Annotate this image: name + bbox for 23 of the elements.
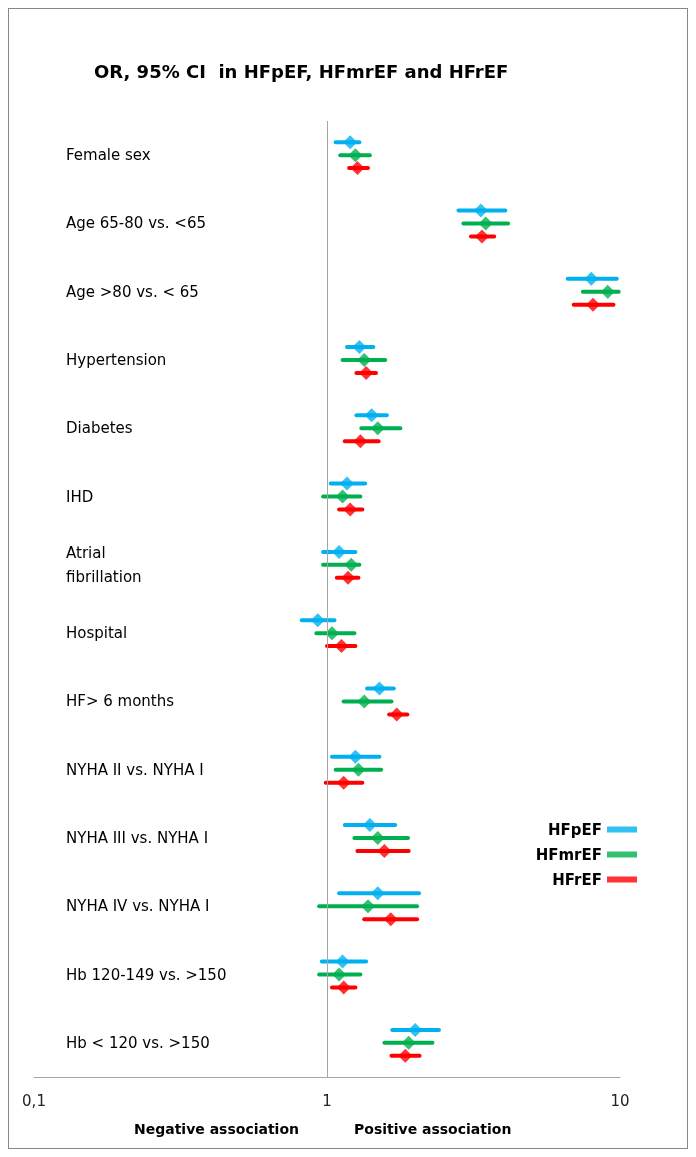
y-tick-label: Age 65-80 vs. <65 (66, 214, 207, 233)
y-tick-label: NYHA IV vs. NYHA I (66, 897, 210, 916)
y-tick-label: Diabetes (66, 419, 133, 438)
chart-title: OR, 95% CI in HFpEF, HFmrEF and HFrEF (94, 60, 509, 82)
text: Positive association (354, 1121, 512, 1137)
y-tick-label: Hb 120-149 vs. >150 (66, 965, 227, 984)
text: Negative association (133, 1121, 300, 1137)
y-tick-label: Hospital (66, 624, 128, 643)
y-tick-label: Hb < 120 vs. >150 (66, 1033, 210, 1052)
x-tick-label: 1 (322, 1091, 332, 1110)
x-tick-label: 0,1 (22, 1091, 46, 1110)
legend-label: HFpEF (547, 820, 602, 839)
y-tick-label: HF> 6 months (66, 692, 175, 711)
y-tick-label: Hypertension (66, 351, 167, 369)
y-tick-label: IHD (66, 487, 94, 506)
y-tick-label: NYHA III vs. NYHA I (66, 829, 209, 847)
y-tick-label: Age >80 vs. < 65 (66, 282, 199, 301)
legend-label: HFmrEF (535, 845, 602, 864)
y-tick-label: Atrial fibrillation (66, 543, 142, 586)
x-tick-label: 10 (610, 1091, 630, 1110)
y-tick-label: Female sex (66, 146, 151, 165)
legend-label: HFrEF (552, 870, 602, 889)
y-tick-label: NYHA II vs. NYHA I (66, 760, 204, 779)
